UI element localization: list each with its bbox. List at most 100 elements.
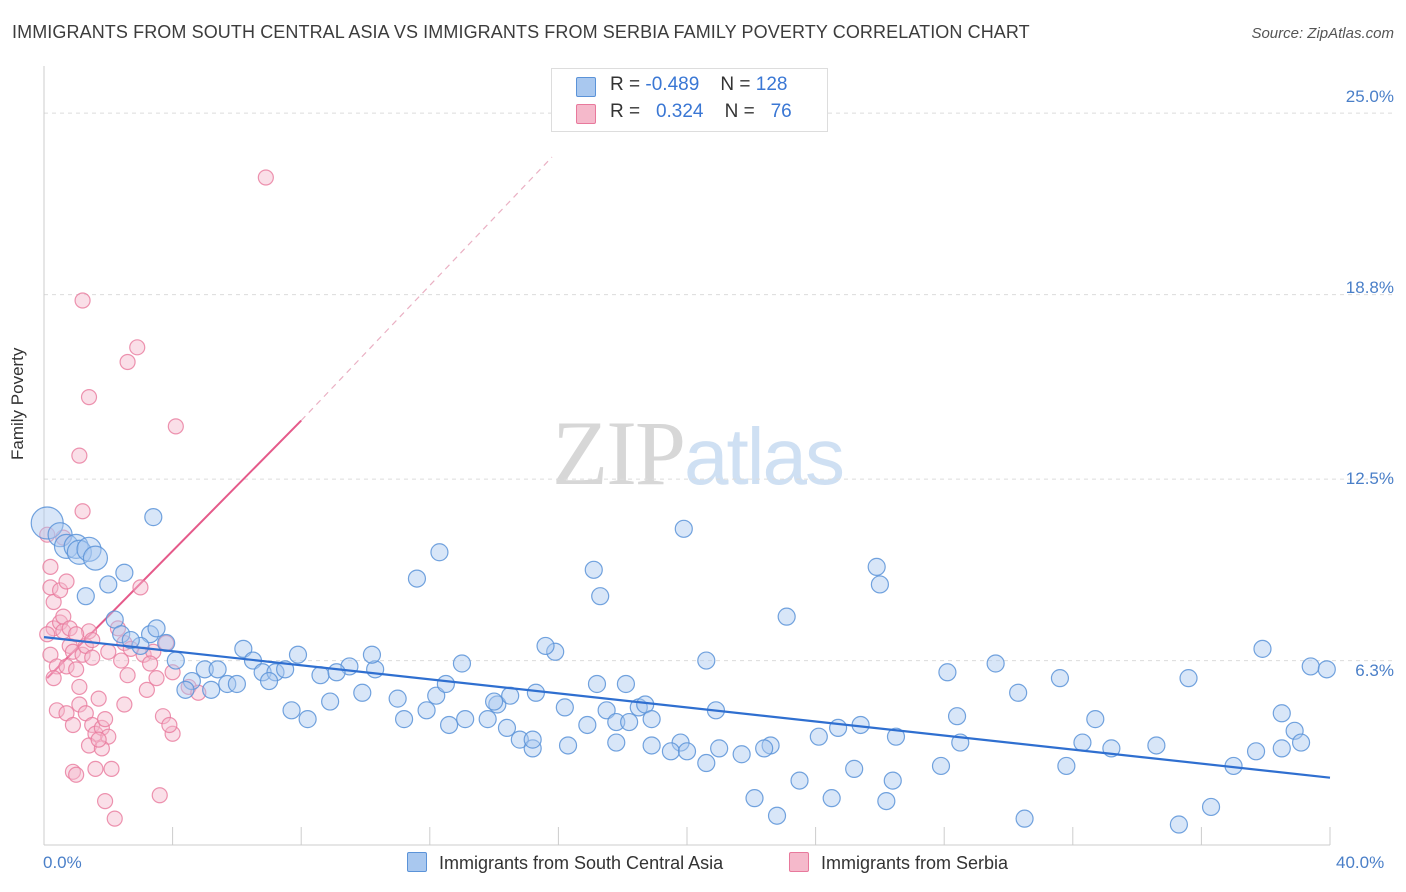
south-central-asia-point [555,698,574,717]
south-central-asia-point [1050,669,1070,688]
watermark-zip: ZIP [552,402,686,504]
south-central-asia-point [82,545,109,571]
south-central-asia-point [697,651,716,670]
south-central-asia-point [947,707,967,726]
south-central-asia-point [616,674,636,694]
south-central-asia-point [1246,742,1266,761]
south-central-asia-point [607,733,626,752]
south-central-asia-point [536,636,555,656]
serbia-trend [46,156,553,679]
south-central-asia-point [620,712,639,732]
n-value: 128 [755,74,788,95]
south-central-asia-point [147,619,166,638]
serbia-point [74,292,91,309]
south-central-asia-point [883,771,902,790]
south-central-asia-trend-line [43,636,1331,779]
serbia-point [164,725,181,742]
south-central-asia-point [845,759,864,778]
serbia-point [257,169,274,186]
south-central-asia-point [809,727,828,746]
south-central-asia-point [288,645,308,664]
serbia-point [129,339,146,356]
south-central-asia-point [436,674,455,694]
south-central-asia-point [870,575,890,594]
south-central-asia-point [829,718,848,738]
blue-swatch [407,852,427,872]
serbia-point [113,652,130,669]
south-central-asia-point [439,715,459,735]
r-label: R = [610,74,641,95]
correlation-legend: R = -0.489 N = 128 R = 0.324 N = 76 [551,68,828,132]
r-value: 0.324 [655,101,704,122]
south-central-asia-point [66,539,92,565]
south-central-asia-point [1285,721,1304,740]
south-central-asia-point [1086,710,1105,729]
south-central-asia-point [526,683,545,702]
serbia-point [151,787,168,804]
south-central-asia-point [607,712,626,732]
legend-item-south-central-asia: Immigrants from South Central Asia [407,852,723,874]
south-central-asia-point [76,536,102,562]
south-central-asia-point [195,660,214,679]
south-central-asia-point [510,730,529,749]
south-central-asia-point [321,692,340,711]
serbia-point [51,582,69,599]
south-central-asia-point [388,689,407,708]
south-central-asia-point [166,651,185,670]
serbia-point [116,696,133,713]
south-central-asia-point [53,533,80,559]
serbia-point [68,766,85,783]
serbia-point [39,626,56,643]
south-central-asia-point [99,575,118,594]
south-central-asia-point [276,660,295,679]
south-central-asia-trend [43,636,1331,779]
south-central-asia-point [674,519,693,538]
serbia-point [96,711,114,728]
south-central-asia-point [938,663,957,682]
south-central-asia-point [732,745,751,764]
south-central-asia-points [30,506,1336,834]
south-central-asia-point [1009,683,1028,702]
y-tick-label: 12.5% [1345,469,1394,488]
axes [43,66,1331,846]
south-central-asia-point [822,789,841,808]
x-tick-label: 0.0% [43,853,82,872]
south-central-asia-point [427,686,446,705]
serbia-point [167,418,184,435]
pink-swatch [789,852,809,872]
south-central-asia-point [144,508,163,527]
south-central-asia-point [1147,736,1166,755]
serbia-point [71,447,88,464]
serbia-point [84,631,101,649]
south-central-asia-point [661,742,681,761]
south-central-asia-point [1169,815,1188,834]
serbia-point [93,740,110,757]
south-central-asia-point [578,715,597,735]
serbia-point [96,792,114,810]
x-tick-label: 40.0% [1336,853,1385,872]
pink-swatch [576,104,596,124]
south-central-asia-point [877,791,896,811]
south-central-asia-point [790,771,809,790]
south-central-asia-point [282,701,301,720]
south-central-asia-point [311,666,330,685]
south-central-asia-point [710,739,729,758]
south-central-asia-point [1179,669,1198,688]
south-central-asia-point [485,692,504,711]
south-central-asia-point [353,683,372,702]
serbia-point [148,670,165,687]
south-central-asia-point [755,739,774,758]
serbia-point [61,620,78,637]
south-central-asia-point [234,639,253,658]
serbia-point [42,558,59,575]
south-central-asia-point [394,710,414,729]
south-central-asia-point [523,730,542,749]
serbia-point [45,620,62,637]
watermark-atlas: atlas [684,412,845,501]
serbia-point [45,670,62,687]
south-central-asia-point [112,625,131,644]
serbia-point [90,731,107,748]
legend-item-serbia: Immigrants from Serbia [789,852,1008,874]
source-label: Source: ZipAtlas.com [1251,25,1394,42]
